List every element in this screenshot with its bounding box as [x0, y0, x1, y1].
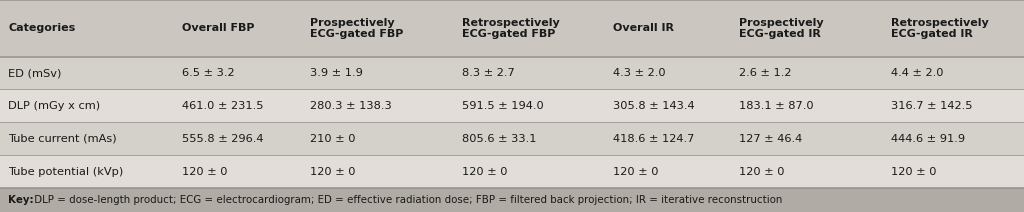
Text: Key:: Key: — [8, 195, 34, 205]
Text: 444.6 ± 91.9: 444.6 ± 91.9 — [891, 134, 965, 144]
Text: 805.6 ± 33.1: 805.6 ± 33.1 — [462, 134, 537, 144]
Text: Tube current (mAs): Tube current (mAs) — [8, 134, 117, 144]
Text: 120 ± 0: 120 ± 0 — [891, 167, 936, 177]
Text: 4.4 ± 2.0: 4.4 ± 2.0 — [891, 68, 943, 78]
Text: 461.0 ± 231.5: 461.0 ± 231.5 — [182, 101, 264, 111]
Text: ED (mSv): ED (mSv) — [8, 68, 61, 78]
Text: 280.3 ± 138.3: 280.3 ± 138.3 — [310, 101, 392, 111]
Text: 3.9 ± 1.9: 3.9 ± 1.9 — [310, 68, 364, 78]
Text: 120 ± 0: 120 ± 0 — [182, 167, 227, 177]
Text: 418.6 ± 124.7: 418.6 ± 124.7 — [613, 134, 694, 144]
Text: Overall FBP: Overall FBP — [182, 23, 255, 33]
Text: 120 ± 0: 120 ± 0 — [739, 167, 784, 177]
Text: DLP (mGy x cm): DLP (mGy x cm) — [8, 101, 100, 111]
Bar — [0, 122, 1024, 155]
Text: 127 ± 46.4: 127 ± 46.4 — [739, 134, 803, 144]
Text: Tube potential (kVp): Tube potential (kVp) — [8, 167, 124, 177]
Bar — [0, 188, 1024, 212]
Bar — [0, 57, 1024, 89]
Text: 305.8 ± 143.4: 305.8 ± 143.4 — [613, 101, 695, 111]
Text: 8.3 ± 2.7: 8.3 ± 2.7 — [462, 68, 515, 78]
Text: 2.6 ± 1.2: 2.6 ± 1.2 — [739, 68, 792, 78]
Text: 6.5 ± 3.2: 6.5 ± 3.2 — [182, 68, 234, 78]
Text: 120 ± 0: 120 ± 0 — [613, 167, 658, 177]
Text: 591.5 ± 194.0: 591.5 ± 194.0 — [462, 101, 544, 111]
Text: DLP = dose-length product; ECG = electrocardiogram; ED = effective radiation dos: DLP = dose-length product; ECG = electro… — [31, 195, 782, 205]
Text: 120 ± 0: 120 ± 0 — [462, 167, 507, 177]
Text: 4.3 ± 2.0: 4.3 ± 2.0 — [613, 68, 666, 78]
Text: Retrospectively
ECG-gated IR: Retrospectively ECG-gated IR — [891, 18, 988, 39]
Bar — [0, 89, 1024, 122]
Text: 120 ± 0: 120 ± 0 — [310, 167, 355, 177]
Text: Prospectively
ECG-gated IR: Prospectively ECG-gated IR — [739, 18, 824, 39]
Text: Prospectively
ECG-gated FBP: Prospectively ECG-gated FBP — [310, 18, 403, 39]
Bar — [0, 155, 1024, 188]
Text: 555.8 ± 296.4: 555.8 ± 296.4 — [182, 134, 264, 144]
Text: 210 ± 0: 210 ± 0 — [310, 134, 355, 144]
Text: 183.1 ± 87.0: 183.1 ± 87.0 — [739, 101, 814, 111]
Bar — [0, 0, 1024, 57]
Text: Retrospectively
ECG-gated FBP: Retrospectively ECG-gated FBP — [462, 18, 559, 39]
Text: Overall IR: Overall IR — [613, 23, 675, 33]
Text: 316.7 ± 142.5: 316.7 ± 142.5 — [891, 101, 973, 111]
Text: Categories: Categories — [8, 23, 76, 33]
